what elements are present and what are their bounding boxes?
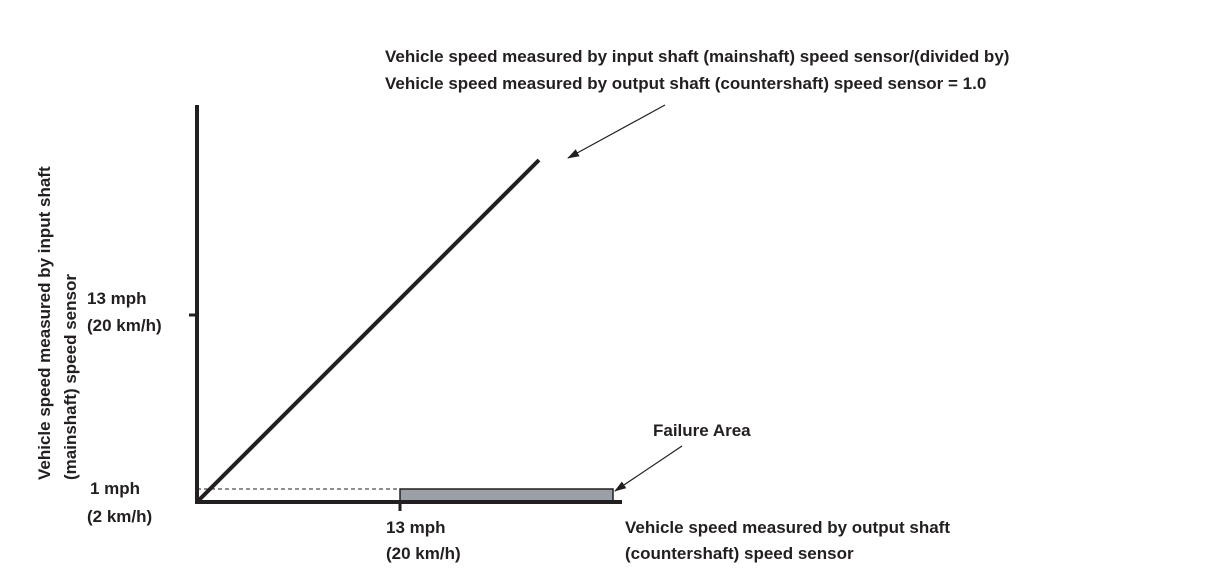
failure-area-label: Failure Area bbox=[653, 421, 751, 440]
failure-callout-arrow bbox=[614, 445, 683, 492]
x-axis-label-line-1: Vehicle speed measured by output shaft bbox=[625, 518, 950, 537]
y-axis-label-line-2: (mainshaft) speed sensor bbox=[61, 274, 80, 480]
x-tick-label-13-mph: 13 mph bbox=[386, 518, 446, 537]
y-tick-label-13-mph: 13 mph bbox=[87, 289, 147, 308]
x-tick-label-20-kmh: (20 km/h) bbox=[386, 544, 461, 563]
y-tick-label-2-kmh: (2 km/h) bbox=[87, 507, 152, 526]
y-tick-label-20-kmh: (20 km/h) bbox=[87, 316, 162, 335]
y-axis-label-line-1: Vehicle speed measured by input shaft bbox=[35, 166, 54, 480]
ratio-callout-arrow bbox=[567, 104, 666, 159]
x-axis-label-line-2: (countershaft) speed sensor bbox=[625, 544, 854, 563]
y-tick-label-1-mph: 1 mph bbox=[90, 479, 140, 498]
title-line-2: Vehicle speed measured by output shaft (… bbox=[385, 74, 986, 93]
ratio-line bbox=[195, 158, 541, 504]
failure-area-bar bbox=[399, 488, 614, 502]
title-line-1: Vehicle speed measured by input shaft (m… bbox=[385, 47, 1009, 66]
